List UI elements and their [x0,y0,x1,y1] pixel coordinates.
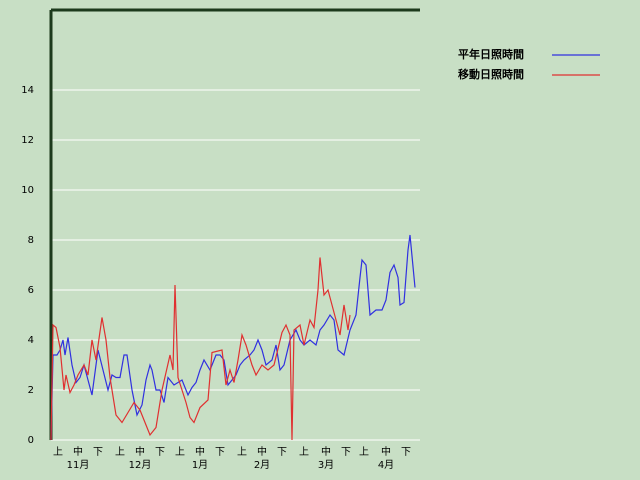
y-tick-label: 14 [21,85,34,96]
x-tick-label: 中 [381,445,391,458]
y-tick-label: 8 [28,235,34,246]
y-tick-label: 10 [21,185,34,196]
y-tick-label: 12 [21,135,34,146]
x-tick-label: 中 [195,445,205,458]
legend-label: 移動日照時間 [458,67,524,81]
x-tick-label: 中 [73,445,83,458]
x-tick-label: 上 [237,446,247,458]
x-tick-label: 下 [215,447,225,458]
y-tick-label: 2 [28,385,34,396]
x-tick-label: 上 [299,446,309,458]
x-tick-label: 上 [115,446,125,458]
month-label: 1月 [192,459,208,471]
x-tick-label: 下 [93,447,103,458]
x-tick-label: 下 [277,447,287,458]
month-label: 2月 [254,459,270,471]
series-line [50,257,351,441]
y-tick-label: 6 [28,285,34,296]
x-tick-label: 下 [155,447,165,458]
y-tick-label: 0 [28,435,34,446]
y-tick-label: 4 [28,335,34,346]
series-line [50,234,416,441]
x-tick-label: 下 [401,447,411,458]
x-tick-label: 上 [359,446,369,458]
month-label: 3月 [318,459,334,471]
x-tick-label: 中 [257,445,267,458]
month-label: 4月 [378,459,394,471]
x-tick-label: 中 [135,445,145,458]
legend-label: 平年日照時間 [458,47,524,61]
month-label: 11月 [67,459,90,471]
x-tick-label: 上 [175,446,185,458]
x-tick-label: 下 [341,447,351,458]
x-tick-label: 上 [53,446,63,458]
month-label: 12月 [129,459,152,471]
x-tick-label: 中 [321,445,331,458]
